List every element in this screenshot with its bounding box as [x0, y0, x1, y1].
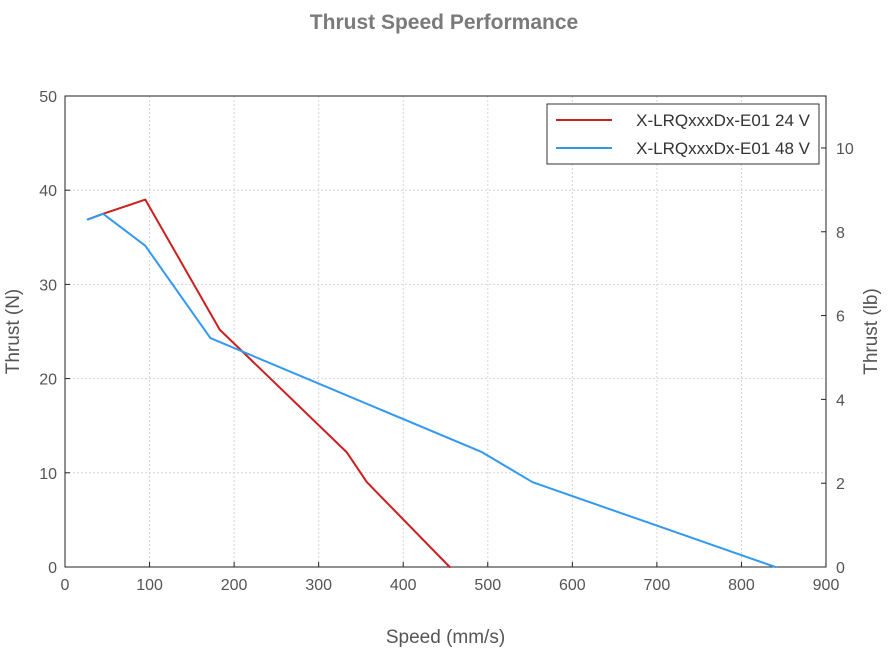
y-tick-label-left: 30	[39, 277, 57, 294]
x-axis-label: Speed (mm/s)	[386, 627, 505, 648]
y-tick-label-left: 40	[39, 183, 57, 200]
legend-entry-48v: X-LRQxxxDx-E01 48 V	[636, 139, 810, 158]
y-tick-label-left: 10	[39, 466, 57, 483]
x-tick-label: 900	[813, 577, 840, 594]
y-tick-label-left: 20	[39, 372, 57, 389]
y-tick-label-right: 8	[836, 225, 845, 242]
y-axis-label-right: Thrust (lb)	[861, 288, 882, 375]
x-tick-label: 200	[221, 577, 248, 594]
legend-box	[546, 103, 820, 165]
legend: X-LRQxxxDx-E01 24 V X-LRQxxxDx-E01 48 V	[546, 103, 820, 165]
series-layer	[86, 198, 777, 568]
series-line-48v	[86, 212, 777, 568]
series-line-24v	[86, 198, 451, 568]
y-tick-label-right: 0	[836, 560, 845, 577]
y-tick-label-right: 4	[836, 392, 845, 409]
x-tick-label: 300	[305, 577, 332, 594]
y-tick-label-right: 6	[836, 309, 845, 326]
x-tick-label: 400	[390, 577, 417, 594]
y-tick-label-right: 2	[836, 476, 845, 493]
x-tick-label: 500	[474, 577, 501, 594]
ticks-layer: 0 100 200 300 400 500 600 700 800 900010203040500…	[39, 89, 854, 594]
x-tick-label: 600	[559, 577, 586, 594]
y-tick-label-right: 10	[836, 141, 854, 158]
x-tick-label: 0	[61, 577, 70, 594]
chart-title: Thrust Speed Performance	[310, 11, 578, 34]
plot-area-frame	[64, 95, 827, 568]
x-tick-label: 700	[644, 577, 671, 594]
grid-layer	[65, 96, 826, 567]
x-tick-label: 100	[136, 577, 163, 594]
y-axis-label-left: Thrust (N)	[3, 289, 24, 375]
x-tick-label: 800	[728, 577, 755, 594]
y-tick-label-left: 50	[39, 89, 57, 106]
legend-entry-24v: X-LRQxxxDx-E01 24 V	[636, 111, 810, 130]
y-tick-label-left: 0	[48, 560, 57, 577]
